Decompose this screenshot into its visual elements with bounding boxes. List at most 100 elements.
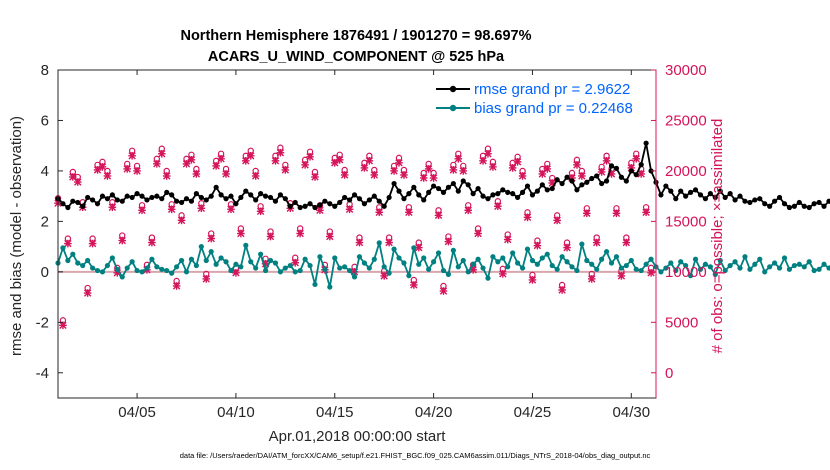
nobs-assimilated-marker (647, 269, 655, 277)
series-point-bias (500, 255, 506, 261)
series-point-rmse (248, 192, 254, 198)
series-point-rmse (445, 184, 452, 190)
series-point-bias (737, 265, 743, 271)
series-point-rmse (687, 189, 694, 195)
series-point-bias (332, 255, 338, 261)
series-point-rmse (505, 189, 511, 195)
series-point-bias (89, 265, 96, 271)
series-point-rmse (80, 203, 86, 209)
nobs-assimilated-marker (592, 238, 601, 247)
y-tick-label-right: 0 (665, 365, 673, 382)
series-point-rmse (510, 191, 516, 197)
series-point-bias (60, 245, 66, 251)
series-point-bias (75, 260, 81, 266)
series-point-bias (727, 262, 733, 269)
series-point-rmse (233, 201, 239, 207)
nobs-assimilated-marker (400, 171, 408, 179)
series-point-rmse (697, 192, 704, 198)
series-point-rmse (376, 198, 382, 204)
series-point-bias (683, 262, 689, 269)
series-point-bias (544, 251, 550, 257)
series-point-rmse (465, 182, 471, 188)
series-point-bias (371, 256, 377, 262)
y-tick-label-left: -4 (36, 365, 49, 382)
series-point-bias (386, 270, 392, 276)
series-point-rmse (267, 194, 274, 201)
nobs-assimilated-marker (237, 229, 245, 238)
legend: rmse grand pr = 2.9622 bias grand pr = 0… (430, 80, 647, 118)
series-point-rmse (618, 174, 625, 180)
nobs-assimilated-marker (276, 148, 285, 157)
series-point-rmse (524, 183, 531, 189)
series-point-rmse (386, 194, 392, 201)
nobs-assimilated-marker (64, 239, 72, 248)
legend-box (430, 80, 647, 118)
series-point-bias (342, 264, 348, 270)
series-point-rmse (114, 197, 120, 203)
series-point-bias (628, 257, 634, 264)
series-point-rmse (169, 192, 175, 198)
x-tick-label: 04/25 (514, 404, 552, 421)
nobs-assimilated-marker (375, 208, 384, 217)
series-point-rmse (208, 193, 214, 199)
series-point-bias (149, 256, 155, 262)
nobs-assimilated-marker (301, 161, 309, 169)
footnote: data file: /Users/raeder/DAI/ATM_forcXX/… (180, 451, 651, 460)
series-point-rmse (262, 193, 269, 199)
series-point-rmse (243, 188, 249, 194)
series-point-rmse (440, 189, 447, 195)
series-point-bias (223, 259, 229, 265)
series-point-rmse (361, 201, 368, 207)
series-point-rmse (70, 198, 76, 204)
nobs-assimilated-marker (587, 275, 596, 283)
series-point-rmse (149, 194, 155, 201)
series-point-rmse (455, 188, 461, 194)
series-point-rmse (139, 193, 145, 199)
series-point-rmse (272, 198, 279, 204)
nobs-assimilated-marker (291, 258, 300, 267)
series-point-rmse (277, 192, 283, 198)
series-point-bias (435, 250, 442, 256)
series-point-rmse (816, 199, 822, 206)
nobs-assimilated-marker (360, 164, 369, 172)
series-point-rmse (218, 192, 224, 198)
series-point-bias (282, 265, 288, 271)
y-tick-label-right: 25000 (665, 112, 707, 129)
series-point-rmse (801, 203, 807, 209)
series-point-rmse (213, 184, 219, 190)
nobs-assimilated-marker (642, 208, 650, 217)
series-point-rmse (574, 187, 580, 193)
nobs-assimilated-marker (197, 204, 206, 213)
nobs-assimilated-marker (474, 229, 482, 238)
nobs-assimilated-marker (182, 160, 191, 168)
series-point-rmse (683, 193, 689, 199)
series-point-bias (465, 269, 471, 275)
nobs-assimilated-marker (202, 275, 211, 283)
series-point-bias (193, 262, 199, 269)
series-point-bias (65, 257, 71, 264)
series-point-rmse (351, 192, 358, 198)
series-point-bias (559, 254, 565, 260)
series-point-bias (519, 265, 526, 271)
series-point-bias (129, 259, 135, 265)
series-point-rmse (821, 203, 827, 209)
nobs-assimilated-marker (256, 207, 265, 216)
series-point-bias (781, 255, 788, 261)
series-point-bias (776, 265, 783, 271)
series-point-rmse (164, 189, 170, 195)
nobs-assimilated-marker (410, 281, 418, 289)
legend-rmse-marker (449, 85, 457, 93)
series-point-rmse (238, 194, 244, 201)
series-point-bias (658, 269, 664, 275)
series-point-rmse (717, 188, 723, 194)
series-point-bias (272, 260, 279, 266)
series-point-rmse (579, 182, 585, 188)
chart-title-line1: Northern Hemisphere 1876491 / 1901270 = … (180, 28, 531, 44)
series-point-rmse (391, 180, 397, 187)
nobs-assimilated-marker (405, 208, 413, 217)
nobs-assimilated-marker (148, 238, 156, 247)
series-point-rmse (529, 192, 536, 198)
series-point-rmse (584, 179, 590, 185)
